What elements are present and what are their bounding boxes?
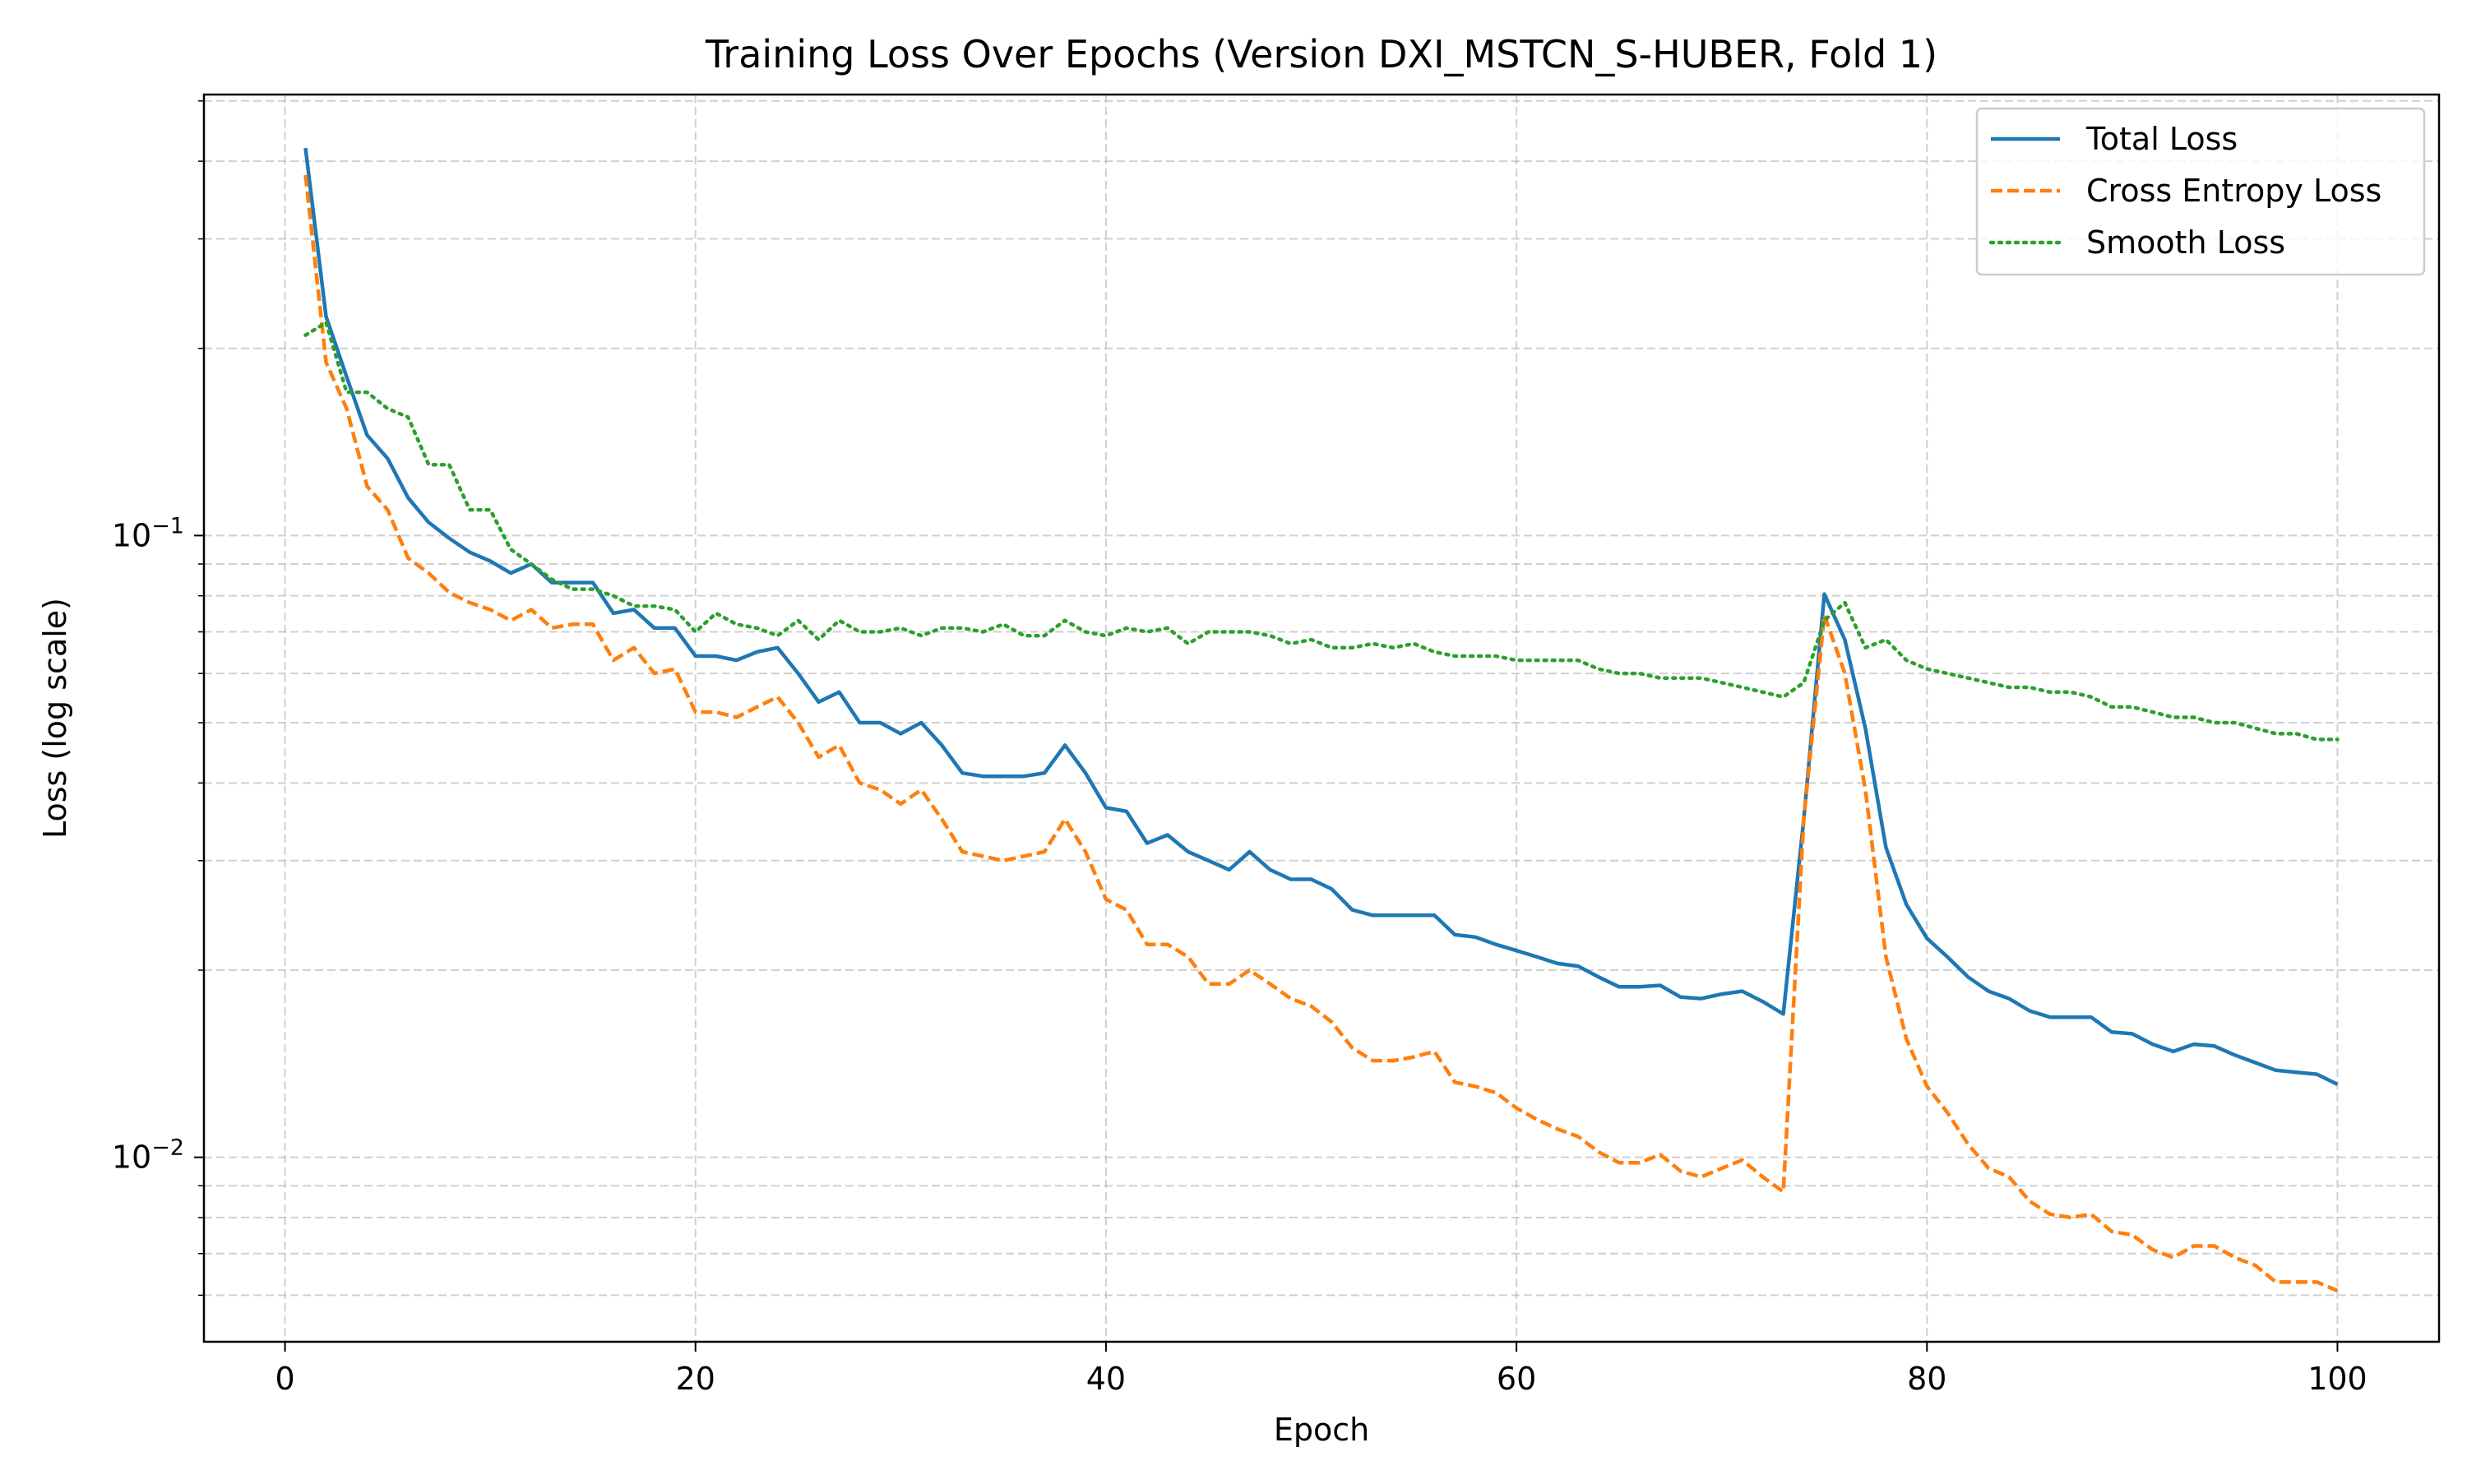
legend-label-2: Smooth Loss [2086, 224, 2285, 261]
plot-area [204, 95, 2439, 1342]
x-tick-label: 0 [275, 1361, 294, 1397]
series-line-2 [303, 321, 2340, 742]
series-lines [303, 147, 2340, 1293]
series-line-0 [303, 147, 2339, 1086]
x-tick-label: 100 [2307, 1361, 2367, 1397]
x-tick-label: 60 [1497, 1361, 1536, 1397]
legend-label-0: Total Loss [2085, 121, 2238, 157]
plot-frame [202, 93, 2441, 1343]
legend-box [1975, 107, 2426, 276]
x-axis-label: Epoch [1274, 1412, 1369, 1448]
legend-label-1: Cross Entropy Loss [2086, 173, 2381, 209]
y-tick-base: 10 [112, 1140, 151, 1176]
y-tick-exponent: −2 [151, 1135, 184, 1161]
y-tick-label: 10−1 [112, 513, 184, 553]
x-tick-label: 20 [676, 1361, 715, 1397]
x-tick-label: 40 [1086, 1361, 1126, 1397]
legend-items: Total Loss Cross Entropy Loss Smooth Loss [1988, 121, 2381, 261]
series-line-1 [303, 174, 2339, 1293]
chart-title: Training Loss Over Epochs (Version DXI_M… [705, 32, 1937, 76]
y-tick-exponent: −1 [151, 513, 184, 539]
y-axis-label: Loss (log scale) [37, 598, 73, 839]
y-tick-label: 10−2 [112, 1135, 184, 1176]
legend: Total Loss Cross Entropy Loss Smooth Loss [1975, 107, 2426, 276]
y-tick-base: 10 [112, 517, 151, 553]
x-tick-label: 80 [1907, 1361, 1946, 1397]
